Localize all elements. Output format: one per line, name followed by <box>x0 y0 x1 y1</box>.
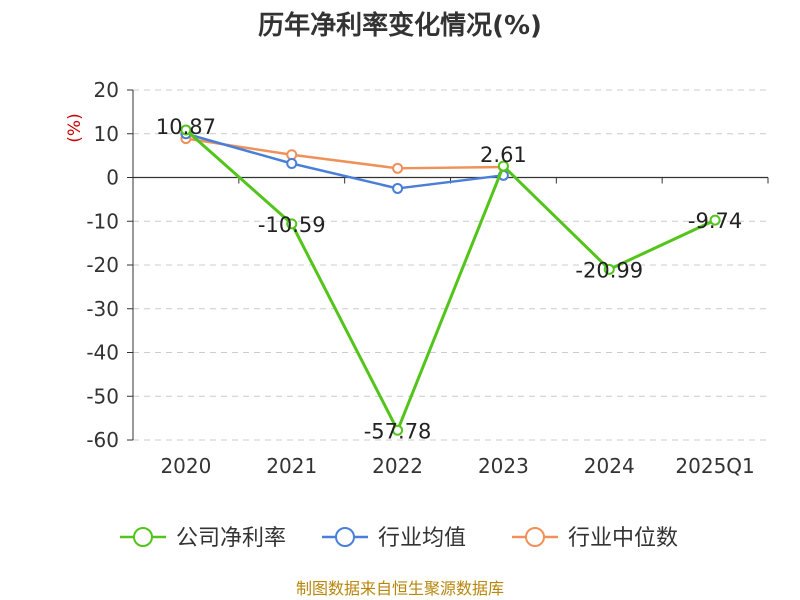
data-label: 2.61 <box>480 143 527 167</box>
data-label: 10.87 <box>156 115 216 139</box>
data-label: -20.99 <box>575 258 643 282</box>
y-axis-unit: (%) <box>65 113 85 142</box>
legend-label: 公司净利率 <box>176 526 286 551</box>
data-point <box>286 218 298 230</box>
y-tick-label: -40 <box>86 341 119 365</box>
y-tick-label: -60 <box>86 428 119 452</box>
x-tick-label: 2025Q1 <box>675 454 754 478</box>
y-tick-label: -50 <box>86 384 119 408</box>
y-tick-label: 0 <box>106 166 119 190</box>
x-tick-label: 2023 <box>478 454 529 478</box>
source-note: 制图数据来自恒生聚源数据库 <box>296 579 504 598</box>
data-point <box>286 149 298 161</box>
legend-marker <box>133 527 153 547</box>
data-labels: 10.87 -10.59 -57.78 2.61 -20.99 -9.74 <box>156 115 742 443</box>
data-point <box>392 424 404 436</box>
x-tick-label: 2022 <box>372 454 423 478</box>
y-tick-label: 20 <box>94 78 119 102</box>
y-tick-label: 10 <box>94 122 119 146</box>
data-point <box>392 162 404 174</box>
legend: 公司净利率 行业均值 行业中位数 <box>120 526 678 551</box>
series-lines <box>180 124 721 436</box>
y-tick-label: -10 <box>86 209 119 233</box>
x-tick-label: 2021 <box>266 454 317 478</box>
legend-marker <box>335 527 355 547</box>
x-tick-label: 2024 <box>584 454 635 478</box>
data-point <box>286 158 298 169</box>
y-tick-label: -30 <box>86 297 119 321</box>
axes: 20 10 0 -10 -20 -30 -40 -50 -60 2020 2021 2022 2023 2… <box>86 78 769 478</box>
chart-title: 历年净利率变化情况(%) <box>258 10 542 41</box>
data-point <box>392 182 404 194</box>
data-label: -10.59 <box>258 213 326 237</box>
data-label: -9.74 <box>688 209 742 233</box>
series-line <box>184 128 716 432</box>
data-point <box>709 214 721 226</box>
y-tick-label: -20 <box>86 253 119 277</box>
grid-lines <box>133 89 768 441</box>
legend-label: 行业中位数 <box>568 526 678 551</box>
data-point <box>497 160 509 172</box>
series-line <box>185 137 504 170</box>
data-point <box>603 263 615 275</box>
data-label: -57.78 <box>364 419 432 443</box>
legend-marker <box>525 527 545 547</box>
legend-label: 行业均值 <box>378 526 466 551</box>
series-line <box>185 132 504 190</box>
x-tick-label: 2020 <box>160 454 211 478</box>
data-point <box>180 124 192 136</box>
